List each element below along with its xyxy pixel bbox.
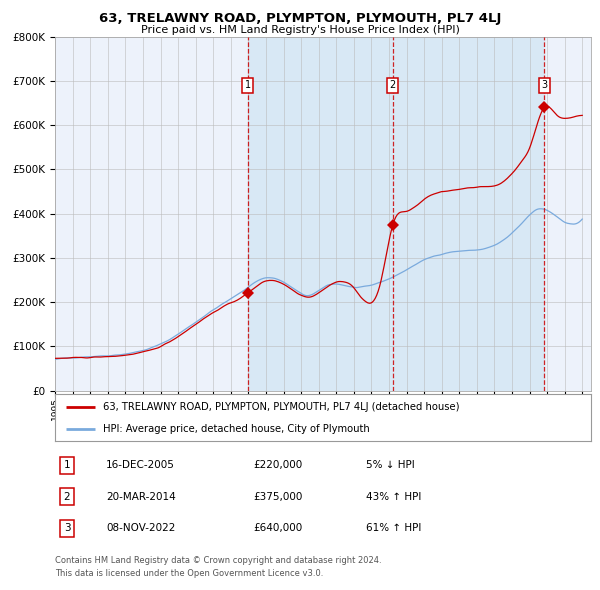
Text: 2: 2 (64, 491, 70, 502)
Text: 1: 1 (64, 460, 70, 470)
Text: £375,000: £375,000 (253, 491, 303, 502)
Text: £640,000: £640,000 (253, 523, 302, 533)
Text: 3: 3 (64, 523, 70, 533)
Text: 1: 1 (245, 80, 251, 90)
Text: HPI: Average price, detached house, City of Plymouth: HPI: Average price, detached house, City… (103, 424, 370, 434)
Text: 5% ↓ HPI: 5% ↓ HPI (366, 460, 415, 470)
Text: 20-MAR-2014: 20-MAR-2014 (106, 491, 176, 502)
Text: Contains HM Land Registry data © Crown copyright and database right 2024.: Contains HM Land Registry data © Crown c… (55, 556, 382, 565)
Text: This data is licensed under the Open Government Licence v3.0.: This data is licensed under the Open Gov… (55, 569, 323, 578)
Text: 08-NOV-2022: 08-NOV-2022 (106, 523, 175, 533)
Text: Price paid vs. HM Land Registry's House Price Index (HPI): Price paid vs. HM Land Registry's House … (140, 25, 460, 35)
Bar (248, 37, 544, 391)
Text: 61% ↑ HPI: 61% ↑ HPI (366, 523, 421, 533)
Text: 16-DEC-2005: 16-DEC-2005 (106, 460, 175, 470)
Text: £220,000: £220,000 (253, 460, 302, 470)
Text: 43% ↑ HPI: 43% ↑ HPI (366, 491, 421, 502)
Text: 63, TRELAWNY ROAD, PLYMPTON, PLYMOUTH, PL7 4LJ: 63, TRELAWNY ROAD, PLYMPTON, PLYMOUTH, P… (99, 12, 501, 25)
Text: 3: 3 (541, 80, 548, 90)
Text: 63, TRELAWNY ROAD, PLYMPTON, PLYMOUTH, PL7 4LJ (detached house): 63, TRELAWNY ROAD, PLYMPTON, PLYMOUTH, P… (103, 402, 460, 412)
Text: 2: 2 (390, 80, 396, 90)
